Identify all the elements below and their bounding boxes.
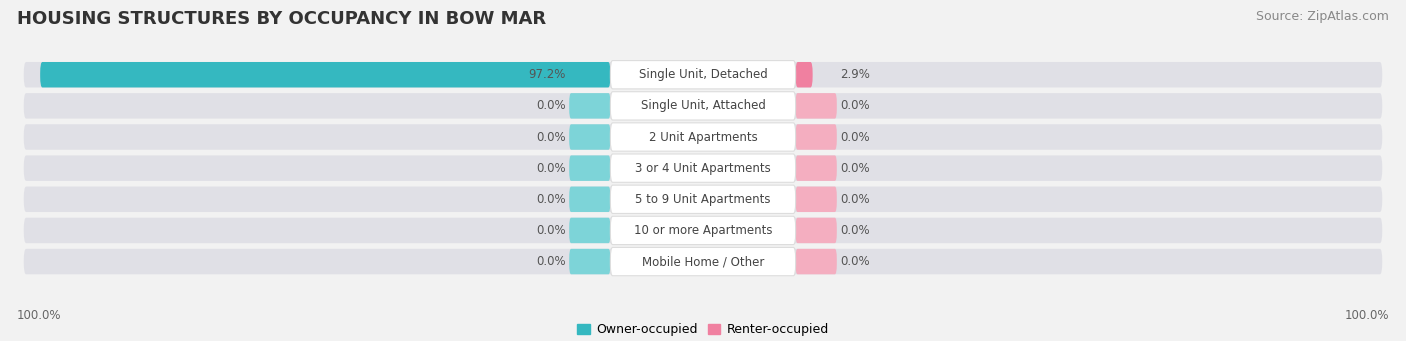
FancyBboxPatch shape: [610, 61, 796, 89]
Text: 0.0%: 0.0%: [536, 162, 565, 175]
FancyBboxPatch shape: [610, 123, 796, 151]
Text: 0.0%: 0.0%: [841, 224, 870, 237]
Text: 2.9%: 2.9%: [841, 68, 870, 81]
Text: 0.0%: 0.0%: [841, 99, 870, 113]
FancyBboxPatch shape: [610, 216, 796, 244]
Text: 0.0%: 0.0%: [536, 131, 565, 144]
FancyBboxPatch shape: [796, 93, 837, 119]
FancyBboxPatch shape: [24, 155, 1382, 181]
FancyBboxPatch shape: [569, 249, 610, 274]
FancyBboxPatch shape: [24, 187, 1382, 212]
Text: 0.0%: 0.0%: [841, 193, 870, 206]
FancyBboxPatch shape: [610, 92, 796, 120]
Legend: Owner-occupied, Renter-occupied: Owner-occupied, Renter-occupied: [578, 323, 828, 336]
FancyBboxPatch shape: [569, 93, 610, 119]
Text: Single Unit, Attached: Single Unit, Attached: [641, 99, 765, 113]
FancyBboxPatch shape: [796, 249, 837, 274]
FancyBboxPatch shape: [24, 124, 1382, 150]
FancyBboxPatch shape: [796, 62, 813, 88]
Text: 0.0%: 0.0%: [536, 224, 565, 237]
FancyBboxPatch shape: [41, 62, 610, 88]
FancyBboxPatch shape: [24, 249, 1382, 274]
Text: Single Unit, Detached: Single Unit, Detached: [638, 68, 768, 81]
Text: 5 to 9 Unit Apartments: 5 to 9 Unit Apartments: [636, 193, 770, 206]
FancyBboxPatch shape: [796, 124, 837, 150]
FancyBboxPatch shape: [569, 124, 610, 150]
Text: 97.2%: 97.2%: [529, 68, 565, 81]
Text: 10 or more Apartments: 10 or more Apartments: [634, 224, 772, 237]
FancyBboxPatch shape: [24, 93, 1382, 119]
Text: 0.0%: 0.0%: [536, 255, 565, 268]
FancyBboxPatch shape: [569, 187, 610, 212]
FancyBboxPatch shape: [796, 155, 837, 181]
FancyBboxPatch shape: [610, 248, 796, 276]
Text: 0.0%: 0.0%: [841, 162, 870, 175]
Text: 0.0%: 0.0%: [536, 99, 565, 113]
Text: Source: ZipAtlas.com: Source: ZipAtlas.com: [1256, 10, 1389, 23]
Text: Mobile Home / Other: Mobile Home / Other: [641, 255, 765, 268]
Text: 2 Unit Apartments: 2 Unit Apartments: [648, 131, 758, 144]
FancyBboxPatch shape: [569, 218, 610, 243]
Text: 0.0%: 0.0%: [841, 131, 870, 144]
Text: 3 or 4 Unit Apartments: 3 or 4 Unit Apartments: [636, 162, 770, 175]
FancyBboxPatch shape: [610, 185, 796, 213]
FancyBboxPatch shape: [610, 154, 796, 182]
Text: 0.0%: 0.0%: [536, 193, 565, 206]
Text: 0.0%: 0.0%: [841, 255, 870, 268]
Text: HOUSING STRUCTURES BY OCCUPANCY IN BOW MAR: HOUSING STRUCTURES BY OCCUPANCY IN BOW M…: [17, 10, 546, 28]
FancyBboxPatch shape: [24, 62, 1382, 88]
Text: 100.0%: 100.0%: [1344, 309, 1389, 322]
FancyBboxPatch shape: [24, 218, 1382, 243]
FancyBboxPatch shape: [796, 218, 837, 243]
Text: 100.0%: 100.0%: [17, 309, 62, 322]
FancyBboxPatch shape: [796, 187, 837, 212]
FancyBboxPatch shape: [569, 155, 610, 181]
